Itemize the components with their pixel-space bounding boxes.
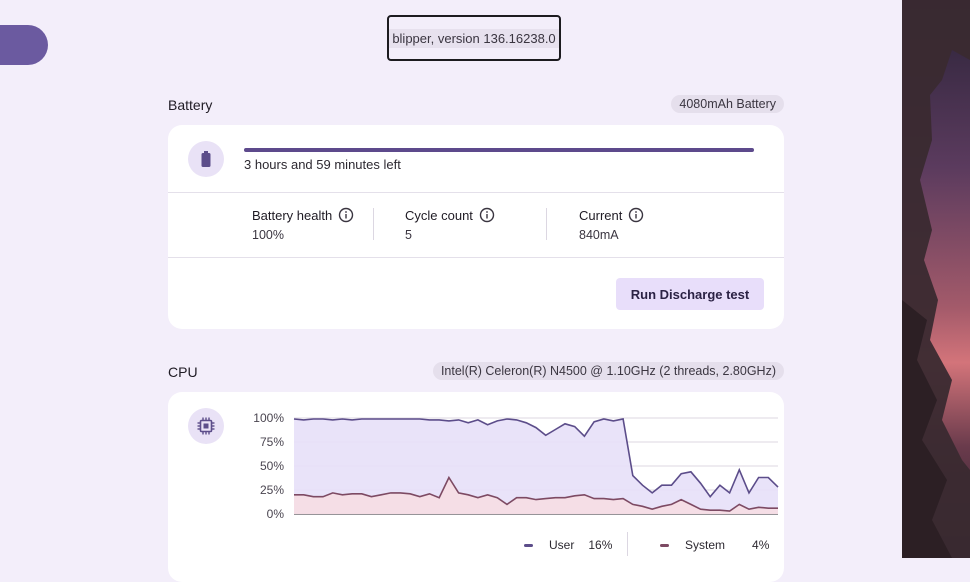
battery-icon bbox=[188, 141, 224, 177]
y-tick-label: 75% bbox=[260, 435, 284, 449]
cycle-count-value: 5 bbox=[405, 228, 412, 242]
wallpaper-strip bbox=[902, 0, 970, 558]
y-tick-label: 0% bbox=[267, 507, 285, 521]
battery-health-label-text: Battery health bbox=[252, 207, 333, 223]
run-discharge-test-button[interactable]: Run Discharge test bbox=[616, 278, 764, 310]
legend-separator bbox=[627, 532, 628, 556]
battery-health-value: 100% bbox=[252, 228, 284, 242]
legend-system: System 4% bbox=[660, 538, 769, 552]
cpu-usage-chart: 100% 75% 50% 25% 0% bbox=[253, 411, 779, 521]
legend-user-swatch bbox=[524, 543, 533, 547]
cpu-chip-icon bbox=[188, 408, 224, 444]
battery-health-label: Battery health bbox=[252, 207, 354, 223]
stat-separator bbox=[373, 208, 374, 240]
nav-pill-button[interactable] bbox=[0, 25, 48, 65]
cpu-section-title: CPU bbox=[168, 364, 198, 380]
legend-user: User 16% bbox=[524, 538, 612, 552]
battery-divider-top bbox=[168, 192, 784, 193]
info-icon[interactable] bbox=[628, 207, 644, 223]
current-value: 840mA bbox=[579, 228, 619, 242]
legend-user-name: User bbox=[549, 538, 575, 552]
cycle-count-label: Cycle count bbox=[405, 207, 495, 223]
series-line-system bbox=[294, 475, 778, 512]
battery-card: 3 hours and 59 minutes left Battery heal… bbox=[168, 125, 784, 329]
series-area-user bbox=[294, 419, 778, 514]
legend-user-value: 16% bbox=[588, 538, 613, 552]
version-label: blipper, version 136.16238.0 bbox=[387, 15, 561, 61]
cpu-model-chip: Intel(R) Celeron(R) N4500 @ 1.10GHz (2 t… bbox=[432, 362, 784, 380]
battery-time-left: 3 hours and 59 minutes left bbox=[244, 157, 401, 172]
y-tick-label: 100% bbox=[253, 411, 284, 425]
legend-system-value: 4% bbox=[752, 538, 770, 552]
legend-system-name: System bbox=[685, 538, 726, 552]
cpu-card: 100% 75% 50% 25% 0% User 16% System 4% bbox=[168, 392, 784, 582]
y-tick-label: 25% bbox=[260, 483, 284, 497]
series-area-system bbox=[294, 477, 778, 514]
cycle-count-label-text: Cycle count bbox=[405, 207, 473, 223]
y-tick-label: 50% bbox=[260, 459, 284, 473]
battery-capacity-chip: 4080mAh Battery bbox=[671, 95, 784, 113]
info-icon[interactable] bbox=[338, 207, 354, 223]
series-line-user bbox=[293, 418, 779, 499]
legend-system-swatch bbox=[660, 543, 669, 547]
info-icon[interactable] bbox=[479, 207, 495, 223]
battery-divider-bottom bbox=[168, 257, 784, 258]
current-label: Current bbox=[579, 207, 644, 223]
battery-section-title: Battery bbox=[168, 97, 213, 113]
version-text: blipper, version 136.16238.0 bbox=[389, 28, 559, 48]
battery-charge-bar bbox=[244, 148, 754, 152]
current-label-text: Current bbox=[579, 207, 623, 223]
stat-separator bbox=[546, 208, 547, 240]
